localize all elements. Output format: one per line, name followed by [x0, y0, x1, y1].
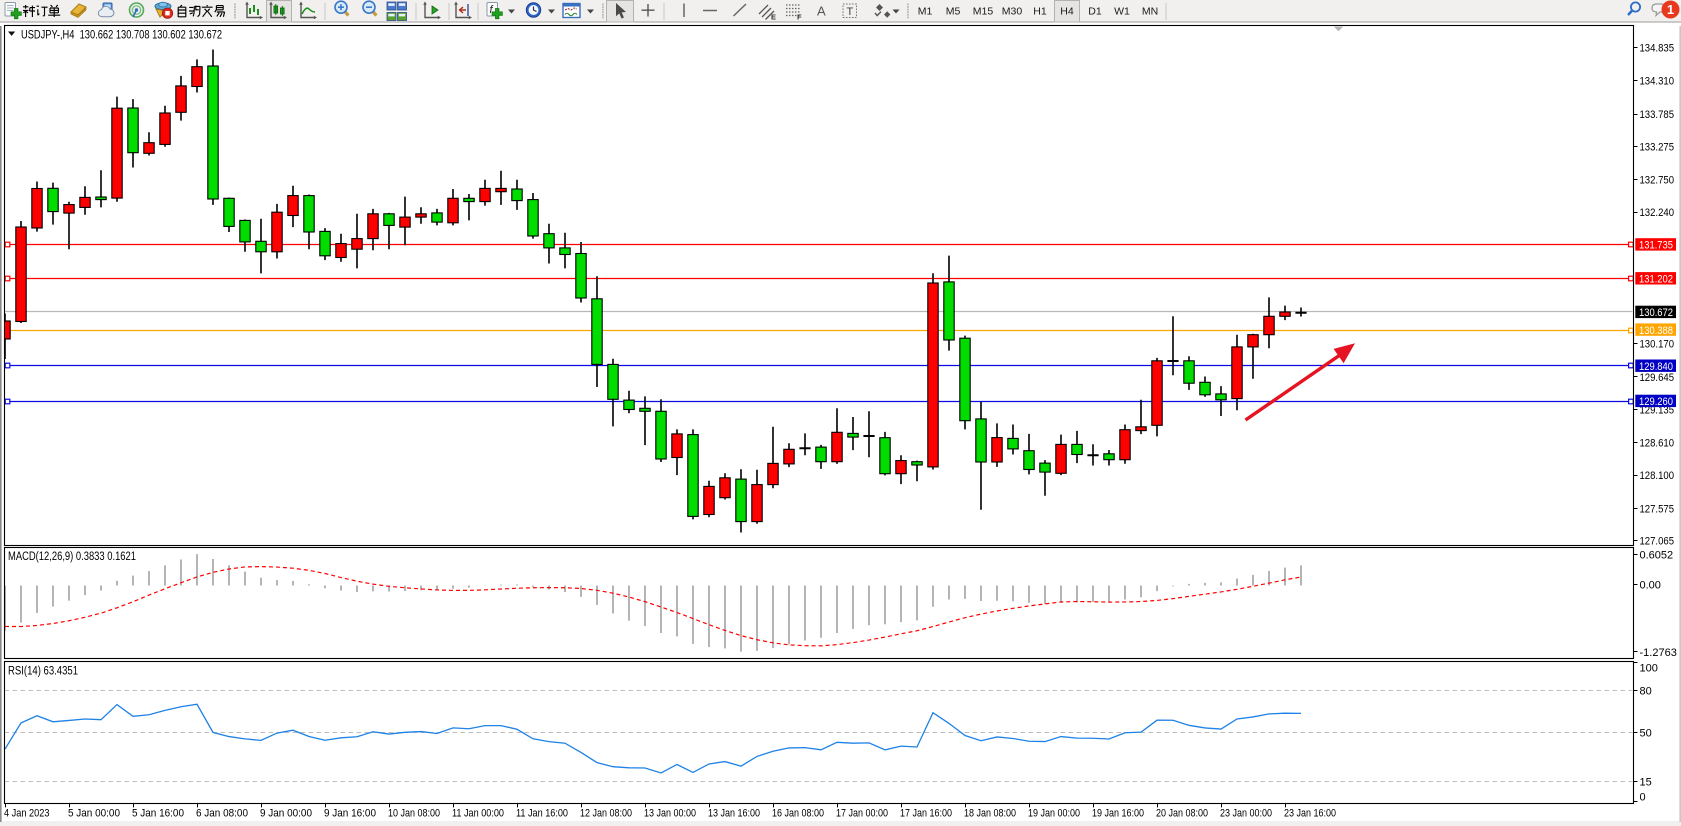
svg-text:133.275: 133.275: [1640, 141, 1675, 153]
svg-text:0.00: 0.00: [1640, 580, 1661, 592]
svg-text:19 Jan 00:00: 19 Jan 00:00: [1028, 808, 1080, 820]
svg-text:D1: D1: [1088, 6, 1102, 18]
svg-text:23 Jan 00:00: 23 Jan 00:00: [1220, 808, 1272, 820]
svg-text:0.6052: 0.6052: [1640, 549, 1674, 561]
svg-text:50: 50: [1640, 727, 1652, 739]
svg-text:USDJPY-,H4 130.662 130.708 13: USDJPY-,H4 130.662 130.708 130.602 130.6…: [21, 30, 222, 42]
svg-text:20 Jan 08:00: 20 Jan 08:00: [1156, 808, 1208, 820]
svg-text:17 Jan 00:00: 17 Jan 00:00: [836, 808, 888, 820]
svg-text:0: 0: [1640, 791, 1646, 803]
svg-text:127.065: 127.065: [1640, 536, 1675, 548]
svg-text:134.835: 134.835: [1640, 42, 1675, 54]
svg-text:5 Jan 00:00: 5 Jan 00:00: [68, 808, 120, 820]
svg-text:M30: M30: [1002, 6, 1023, 18]
svg-text:127.575: 127.575: [1640, 503, 1675, 515]
svg-text:M15: M15: [973, 6, 994, 18]
svg-text:6 Jan 08:00: 6 Jan 08:00: [196, 808, 248, 820]
svg-text:E: E: [771, 13, 776, 22]
svg-text:F: F: [797, 13, 802, 22]
svg-text:H4: H4: [1060, 6, 1074, 18]
svg-text:13 Jan 00:00: 13 Jan 00:00: [644, 808, 696, 820]
svg-text:131.735: 131.735: [1639, 240, 1673, 252]
svg-text:133.785: 133.785: [1640, 109, 1675, 121]
svg-text:130.388: 130.388: [1639, 325, 1673, 337]
svg-text:9 Jan 16:00: 9 Jan 16:00: [324, 808, 376, 820]
svg-text:M5: M5: [946, 6, 961, 18]
svg-text:MACD(12,26,9) 0.3833 0.1621: MACD(12,26,9) 0.3833 0.1621: [8, 551, 136, 563]
svg-text:128.100: 128.100: [1640, 470, 1675, 482]
svg-text:1: 1: [1667, 2, 1674, 17]
svg-text:M1: M1: [918, 6, 933, 18]
svg-text:129.840: 129.840: [1639, 361, 1673, 373]
svg-text:11 Jan 00:00: 11 Jan 00:00: [452, 808, 504, 820]
svg-text:11 Jan 16:00: 11 Jan 16:00: [516, 808, 568, 820]
svg-text:W1: W1: [1114, 6, 1130, 18]
svg-text:13 Jan 16:00: 13 Jan 16:00: [708, 808, 760, 820]
svg-text:15: 15: [1640, 776, 1652, 788]
svg-text:100: 100: [1640, 663, 1658, 675]
svg-text:T: T: [847, 6, 854, 18]
svg-text:5 Jan 16:00: 5 Jan 16:00: [132, 808, 184, 820]
svg-text:10 Jan 08:00: 10 Jan 08:00: [388, 808, 440, 820]
svg-text:132.240: 132.240: [1640, 207, 1675, 219]
svg-text:MN: MN: [1142, 6, 1158, 18]
svg-text:23 Jan 16:00: 23 Jan 16:00: [1284, 808, 1336, 820]
svg-text:17 Jan 16:00: 17 Jan 16:00: [900, 808, 952, 820]
svg-text:18 Jan 08:00: 18 Jan 08:00: [964, 808, 1016, 820]
svg-text:130.672: 130.672: [1639, 307, 1673, 319]
svg-text:H1: H1: [1033, 6, 1047, 18]
svg-text:f: f: [490, 4, 494, 16]
svg-text:134.310: 134.310: [1640, 76, 1675, 88]
svg-text:128.610: 128.610: [1640, 438, 1675, 450]
svg-text:130.170: 130.170: [1640, 339, 1675, 351]
svg-text:9 Jan 00:00: 9 Jan 00:00: [260, 808, 312, 820]
svg-text:132.750: 132.750: [1640, 175, 1675, 187]
svg-text:129.135: 129.135: [1640, 404, 1675, 416]
svg-text:RSI(14) 63.4351: RSI(14) 63.4351: [8, 666, 78, 678]
svg-text:4 Jan 2023: 4 Jan 2023: [4, 808, 50, 820]
svg-text:16 Jan 08:00: 16 Jan 08:00: [772, 808, 824, 820]
svg-text:129.260: 129.260: [1639, 396, 1673, 408]
svg-text:12 Jan 08:00: 12 Jan 08:00: [580, 808, 632, 820]
svg-text:80: 80: [1640, 686, 1652, 698]
svg-text:129.645: 129.645: [1640, 372, 1675, 384]
svg-text:A: A: [817, 4, 826, 19]
svg-text:19 Jan 16:00: 19 Jan 16:00: [1092, 808, 1144, 820]
svg-text:131.202: 131.202: [1639, 274, 1673, 286]
svg-text:-1.2763: -1.2763: [1640, 647, 1677, 659]
